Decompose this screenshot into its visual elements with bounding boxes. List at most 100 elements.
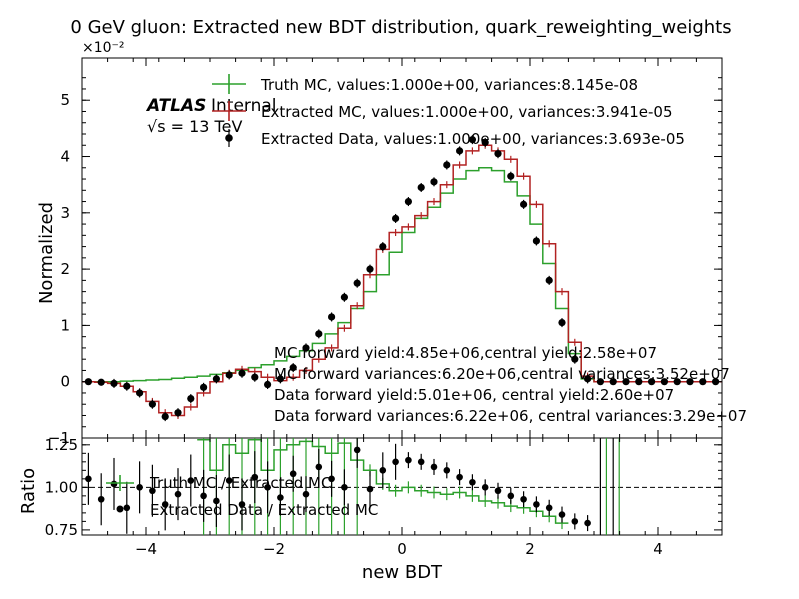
main-data-point (161, 413, 169, 421)
x-tick-label: −2 (263, 540, 285, 558)
main-series-extracted-mc-line (82, 144, 722, 417)
annotation-data-yield: Data forward yield:5.01e+06, central yie… (274, 386, 674, 404)
ratio-data-point (264, 484, 271, 491)
main-y-tick-label: 3 (60, 204, 70, 222)
ratio-y-tick-label: 1.00 (45, 478, 78, 496)
x-tick-label: 2 (525, 540, 535, 558)
ratio-data-point (123, 504, 131, 512)
main-data-point (148, 400, 156, 408)
ratio-legend-truth-text: Truth MC / Extracted MC (149, 474, 331, 492)
main-data-point (251, 373, 259, 381)
ratio-data-point (533, 501, 540, 508)
ratio-data-point (341, 484, 348, 491)
ratio-panel: 0.75 1.00 1.25 −4 −2 0 2 4 Ratio new BDT Truth… (18, 436, 723, 583)
ratio-data-point (456, 473, 463, 481)
main-y-axis: −1 0 1 2 3 4 5 (48, 58, 722, 447)
main-data-point (123, 382, 131, 390)
chart-title: 0 GeV gluon: Extracted new BDT distribut… (70, 17, 731, 38)
main-data-point (212, 375, 220, 383)
main-y-tick-label: −1 (48, 429, 70, 447)
main-legend: Truth MC, values:1.000e+00, variances:8.… (212, 74, 685, 148)
ratio-y-axis-label: Ratio (18, 468, 39, 514)
y-multiplier: ×10⁻² (82, 40, 125, 56)
ratio-data-point (225, 477, 233, 484)
ratio-data-point (558, 511, 566, 518)
main-data-point (532, 237, 541, 245)
main-data-point (430, 178, 438, 186)
ratio-data-point (174, 490, 182, 498)
main-data-point (635, 378, 643, 386)
x-tick-label: −4 (135, 540, 157, 558)
main-data-point (366, 265, 374, 273)
main-data-point (443, 161, 451, 169)
legend-extracted-data-text: Extracted Data, values:1.000e+00, varian… (261, 130, 685, 148)
ratio-data-point (136, 484, 143, 491)
main-y-tick-label: 5 (60, 91, 70, 109)
ratio-y-axis: 0.75 1.00 1.25 (45, 436, 722, 539)
ratio-y-tick-label: 0.75 (45, 521, 78, 539)
ratio-data-point (366, 485, 374, 493)
main-data-point (340, 293, 348, 301)
main-data-point (571, 355, 579, 363)
ratio-data-point (289, 470, 297, 478)
main-series-layer (82, 135, 722, 422)
main-data-point (545, 276, 553, 284)
x-tick-label: 0 (397, 540, 407, 558)
atlas-label: ATLAS (145, 96, 206, 116)
main-data-point (174, 409, 182, 417)
main-data-point (302, 344, 310, 352)
main-data-point (392, 214, 400, 223)
yield-annotations: MC forward yield:4.85e+06,central yield:… (274, 344, 747, 425)
annotation-data-variances: Data forward variances:6.22e+06, central… (274, 407, 747, 425)
ratio-series-layer (82, 438, 722, 535)
ratio-data-point (149, 487, 156, 495)
main-y-axis-label: Normalized (36, 202, 57, 304)
main-data-point (660, 378, 669, 386)
main-data-point (379, 242, 387, 251)
ratio-data-point (251, 473, 259, 481)
ratio-legend-data-marker (116, 505, 124, 513)
ratio-data-point (430, 463, 438, 471)
main-data-point (468, 136, 476, 144)
main-data-point (558, 318, 566, 327)
main-data-point (97, 378, 105, 386)
main-y-tick-label: 0 (60, 373, 70, 391)
main-data-point (520, 200, 528, 208)
annotation-mc-yield: MC forward yield:4.85e+06,central yield:… (274, 344, 657, 362)
main-data-point (596, 378, 605, 386)
ratio-legend-data-text: Extracted Data / Extracted MC (150, 501, 378, 519)
main-data-point (648, 378, 656, 386)
main-y-tick-label: 2 (60, 260, 70, 278)
main-data-point (110, 379, 118, 387)
main-data-point (404, 197, 412, 206)
ratio-data-point (481, 484, 489, 491)
ratio-y-tick-label: 1.25 (45, 436, 78, 454)
main-data-point (136, 389, 144, 397)
main-data-point (673, 378, 681, 386)
x-axis-label: new BDT (362, 562, 443, 583)
ratio-data-point (584, 519, 591, 527)
main-data-point (225, 371, 233, 379)
main-data-point (584, 375, 592, 383)
ratio-data-point (417, 458, 425, 466)
main-data-point (289, 364, 297, 372)
ratio-data-point (85, 475, 92, 483)
main-data-point (238, 369, 246, 377)
main-data-point (494, 150, 502, 158)
ratio-data-point (277, 494, 284, 501)
main-data-point (276, 375, 284, 383)
ratio-data-point (571, 518, 579, 525)
main-y-tick-label: 1 (60, 316, 70, 334)
ratio-data-point (353, 446, 361, 454)
main-data-point (481, 138, 489, 147)
ratio-data-point (494, 487, 502, 495)
ratio-data-point (97, 495, 105, 503)
ratio-legend: Truth MC / Extracted MC Extracted Data /… (106, 474, 378, 519)
ratio-data-point (392, 458, 399, 466)
legend-extracted-mc-text: Extracted MC, values:1.000e+00, variance… (261, 103, 673, 121)
main-data-point (456, 147, 464, 155)
x-tick-label: 4 (653, 540, 663, 558)
ratio-data-point (315, 463, 323, 471)
